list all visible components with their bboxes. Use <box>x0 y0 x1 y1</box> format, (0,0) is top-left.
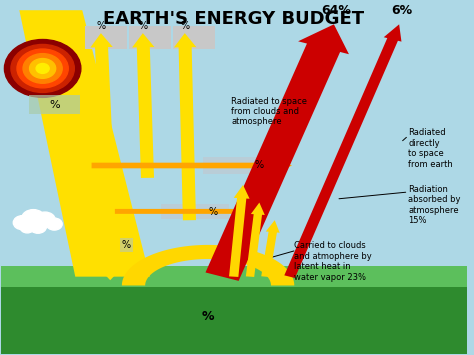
Circle shape <box>29 59 55 78</box>
Text: %: % <box>180 21 189 31</box>
Circle shape <box>20 222 34 233</box>
Bar <box>162 204 229 219</box>
Text: %: % <box>255 160 264 170</box>
Circle shape <box>11 44 74 92</box>
Text: Radiated
directly
to space
from earth: Radiated directly to space from earth <box>409 129 453 169</box>
Circle shape <box>36 64 49 73</box>
Bar <box>173 26 215 49</box>
Circle shape <box>13 215 32 230</box>
Polygon shape <box>19 10 150 277</box>
Circle shape <box>22 209 45 227</box>
Bar <box>0 266 467 287</box>
Bar <box>129 26 171 49</box>
Circle shape <box>29 220 46 233</box>
Text: %: % <box>49 100 60 110</box>
Polygon shape <box>91 33 113 136</box>
Circle shape <box>4 39 81 97</box>
Text: %: % <box>122 240 131 250</box>
Bar <box>28 95 80 114</box>
Polygon shape <box>261 220 280 277</box>
Polygon shape <box>91 220 129 280</box>
Text: EARTH'S ENERGY BUDGET: EARTH'S ENERGY BUDGET <box>103 10 365 28</box>
Text: %: % <box>138 21 147 31</box>
Text: 6%: 6% <box>391 4 412 17</box>
Polygon shape <box>284 24 401 278</box>
Polygon shape <box>174 33 196 220</box>
Circle shape <box>23 54 62 83</box>
Circle shape <box>46 218 62 230</box>
Circle shape <box>17 49 68 88</box>
Text: 64%: 64% <box>321 4 351 17</box>
Polygon shape <box>206 24 349 281</box>
Text: Radiated to space
from clouds and
atmosphere: Radiated to space from clouds and atmosp… <box>231 97 307 126</box>
Polygon shape <box>132 33 155 178</box>
Polygon shape <box>229 185 250 277</box>
Circle shape <box>35 212 55 228</box>
Text: %: % <box>202 310 214 323</box>
Bar <box>84 26 127 49</box>
Text: %: % <box>96 21 105 31</box>
Polygon shape <box>115 207 262 216</box>
Bar <box>0 277 467 354</box>
Text: %: % <box>208 207 217 217</box>
Polygon shape <box>91 160 292 171</box>
Polygon shape <box>122 245 294 285</box>
Text: Carried to clouds
and atmophere by
latent heat in
water vapor 23%: Carried to clouds and atmophere by laten… <box>294 241 372 282</box>
Polygon shape <box>246 203 265 277</box>
Text: Radiation
absorbed by
atmosphere
15%: Radiation absorbed by atmosphere 15% <box>409 185 461 225</box>
Bar <box>203 157 276 174</box>
